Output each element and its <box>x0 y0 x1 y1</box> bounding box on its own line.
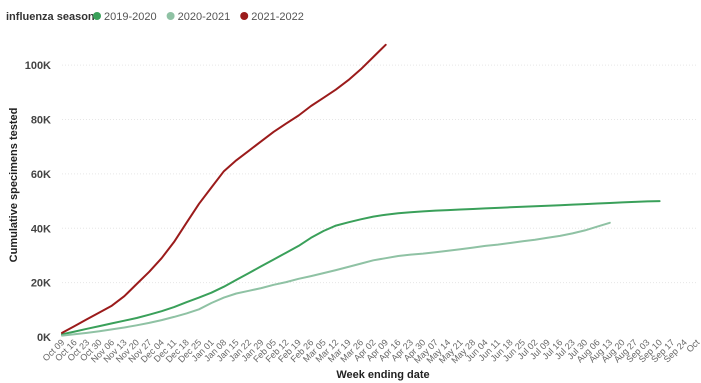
legend-label-2021-2022: 2021-2022 <box>251 11 304 23</box>
legend: influenza season 2019-2020 2020-2021 2021-… <box>6 11 304 23</box>
y-tick-label: 0K <box>37 332 51 344</box>
y-axis-ticks: 0K 20K 40K 60K 80K 100K <box>25 60 51 344</box>
y-tick-label: 20K <box>31 278 51 290</box>
x-tick-label: Oct <box>684 337 701 354</box>
series-lines <box>61 43 661 337</box>
legend-label-2020-2021: 2020-2021 <box>178 11 231 23</box>
legend-marker-2019-2020 <box>93 12 101 20</box>
legend-marker-2020-2021 <box>166 12 175 20</box>
y-axis-label: Cumulative specimens tested <box>8 108 20 263</box>
y-tick-label: 80K <box>31 115 51 127</box>
series-line-2020-2021 <box>61 221 611 337</box>
y-tick-label: 60K <box>31 169 51 181</box>
y-tick-label: 100K <box>25 60 51 72</box>
legend-title: influenza season <box>6 11 95 23</box>
series-line-2021-2022 <box>61 43 387 334</box>
y-tick-label: 40K <box>31 223 51 235</box>
legend-marker-2021-2022 <box>240 12 249 20</box>
x-axis-label: Week ending date <box>336 369 429 381</box>
gridlines <box>62 64 697 284</box>
series-line-2019-2020 <box>61 200 661 336</box>
legend-label-2019-2020: 2019-2020 <box>104 11 157 23</box>
